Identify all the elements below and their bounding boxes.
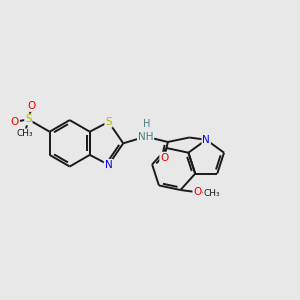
- Text: O: O: [193, 187, 202, 197]
- Text: N: N: [202, 135, 210, 145]
- Text: O: O: [160, 153, 168, 163]
- Text: CH₃: CH₃: [16, 129, 33, 138]
- Text: NH: NH: [138, 132, 153, 142]
- Text: N: N: [105, 160, 112, 170]
- Text: S: S: [25, 114, 32, 124]
- Text: O: O: [11, 117, 19, 127]
- Text: O: O: [28, 101, 36, 111]
- Text: H: H: [143, 119, 150, 129]
- Text: S: S: [105, 117, 112, 127]
- Text: CH₃: CH₃: [203, 189, 220, 198]
